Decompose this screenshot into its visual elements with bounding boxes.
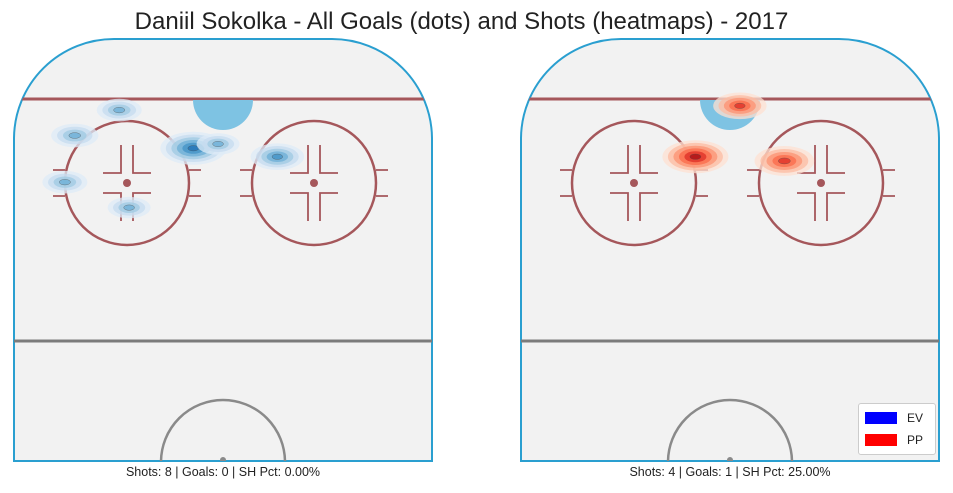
heat-contour-ev-6-3 — [123, 204, 135, 211]
legend-swatch-pp — [865, 434, 897, 446]
center-circle — [666, 398, 794, 461]
rink-pp-svg — [520, 38, 940, 462]
chart-title: Daniil Sokolka - All Goals (dots) and Sh… — [134, 8, 789, 35]
legend-label-pp: PP — [907, 433, 924, 447]
heat-contour-ev-2-3 — [212, 141, 224, 147]
shot-heatmap-pp — [662, 92, 815, 176]
heat-contour-pp-2-4 — [778, 157, 791, 165]
heat-contour-ev-5-3 — [59, 179, 71, 186]
rink-ev-svg — [13, 38, 433, 462]
faceoff-circle-left — [560, 119, 708, 247]
center-dot — [727, 457, 733, 461]
faceoff-circle-right — [747, 119, 895, 247]
heat-contour-ev-3-3 — [113, 107, 126, 114]
rink-surface — [520, 38, 940, 462]
center-dot — [220, 457, 226, 461]
legend-item-pp: PP — [865, 432, 923, 448]
caption-pp: Shots: 4 | Goals: 1 | SH Pct: 25.00% — [629, 465, 831, 479]
heat-contour-ev-0-3 — [68, 132, 81, 139]
rink-boards — [520, 38, 940, 462]
legend: EV PP — [858, 403, 936, 455]
legend-label-ev: EV — [907, 411, 924, 425]
rink-panel-pp — [520, 38, 940, 462]
legend-swatch-ev — [865, 412, 897, 424]
heat-contour-pp-0-4 — [734, 102, 746, 109]
legend-item-ev: EV — [865, 410, 923, 426]
caption-ev: Shots: 8 | Goals: 0 | SH Pct: 0.00% — [125, 465, 321, 479]
heat-contour-ev-4-4 — [271, 153, 283, 160]
center-circle — [159, 398, 287, 461]
heat-contour-pp-1-5 — [689, 153, 702, 160]
rink-surface — [13, 38, 433, 462]
shot-heatmap-ev — [42, 98, 305, 219]
rink-panel-ev — [13, 38, 433, 462]
goal-crease — [193, 100, 253, 130]
rink-boards — [13, 38, 433, 462]
faceoff-circle-right — [240, 119, 388, 247]
